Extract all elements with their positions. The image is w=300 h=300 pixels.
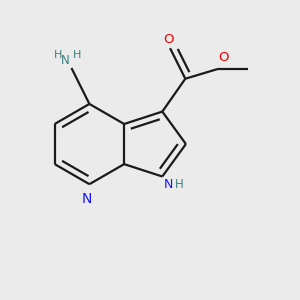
Text: H: H <box>54 50 63 60</box>
Text: O: O <box>163 33 174 46</box>
Text: O: O <box>219 52 229 64</box>
Text: N: N <box>61 54 70 67</box>
Text: H: H <box>175 178 184 191</box>
Text: N: N <box>164 178 173 191</box>
Text: N: N <box>81 192 92 206</box>
Text: H: H <box>73 50 81 60</box>
